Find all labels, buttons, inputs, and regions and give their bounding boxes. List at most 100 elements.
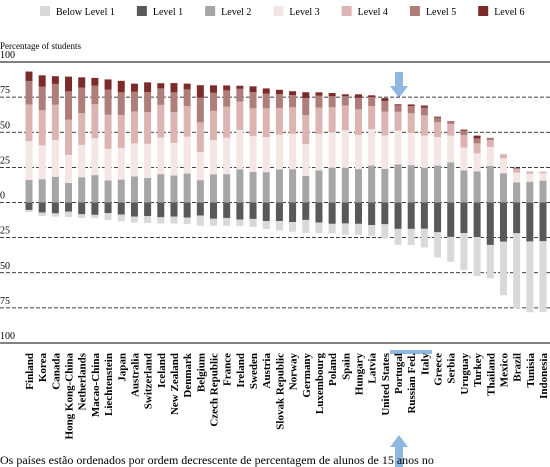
bar-segment: [486, 165, 494, 203]
bar-segment: [407, 113, 415, 133]
bar-segment: [144, 82, 152, 93]
bar-segment: [460, 129, 468, 131]
y-axis-label: Percentage of students: [0, 41, 81, 51]
bar-segment: [289, 95, 297, 108]
bar-segment: [130, 83, 138, 92]
bar-segment: [236, 219, 244, 227]
bar-segment: [183, 217, 191, 225]
bar-segment: [249, 172, 257, 203]
bar-segment: [249, 202, 257, 219]
bar-segment: [473, 135, 481, 139]
bar-segment: [183, 173, 191, 203]
legend-label: Below Level 1: [56, 7, 115, 18]
bar-segment: [354, 202, 362, 224]
bar-segment: [196, 180, 204, 203]
legend-label: Level 6: [494, 7, 524, 18]
bar-segment: [526, 173, 534, 182]
bar-segment: [262, 93, 270, 109]
bar-segment: [539, 180, 547, 203]
bar-segment: [210, 110, 218, 141]
bar-segment: [117, 179, 125, 203]
bar-segment: [157, 174, 165, 203]
bar-segment: [223, 174, 231, 203]
bar-segment: [354, 94, 362, 98]
x-tick-label: Luxembourg: [314, 353, 326, 415]
bar-segment: [210, 218, 218, 226]
x-tick-label: Netherlands: [77, 352, 89, 410]
bar-segment: [210, 174, 218, 203]
bar-segment: [499, 202, 507, 242]
bar-segment: [275, 107, 283, 135]
bar-segment: [223, 217, 231, 226]
x-tick-label: Sweden: [248, 353, 260, 389]
bar-segment: [38, 75, 46, 87]
bar-segment: [170, 142, 178, 176]
bar-segment: [104, 89, 112, 115]
bar-segment: [341, 167, 349, 203]
x-tick-label: Iceland: [156, 353, 168, 388]
bar-segment: [51, 83, 59, 105]
legend-label: Level 5: [426, 7, 456, 18]
bar-segment: [196, 202, 204, 216]
bar-segment: [91, 104, 99, 139]
y-tick-label: 0: [0, 191, 5, 202]
bar-segment: [275, 202, 283, 222]
bar-segment: [262, 108, 270, 138]
bar-segment: [170, 83, 178, 93]
bar-segment: [341, 105, 349, 131]
bar-segment: [407, 228, 415, 245]
bar-segment: [38, 86, 46, 111]
y-tick-label: 25: [0, 155, 10, 166]
x-tick-label: Italy: [419, 353, 431, 376]
bar-segment: [368, 225, 376, 236]
bar-segment: [434, 232, 442, 258]
bar-segment: [236, 101, 244, 131]
bar-segment: [315, 222, 323, 233]
x-tick-label: Russian Fed.: [406, 353, 418, 414]
bar-segment: [91, 77, 99, 86]
bar-segment: [381, 202, 389, 225]
bar-segment: [434, 122, 442, 138]
bar-segment: [91, 202, 99, 215]
bar-segment: [473, 202, 481, 238]
bar-segment: [328, 93, 336, 97]
bar-segment: [144, 92, 152, 113]
bar-segment: [420, 167, 428, 203]
bar-segment: [157, 104, 165, 138]
bar-segment: [223, 137, 231, 175]
bar-segment: [25, 202, 33, 210]
bar-segment: [91, 175, 99, 203]
bar-segment: [407, 105, 415, 114]
bar-segment: [460, 170, 468, 203]
bar-segment: [381, 224, 389, 239]
bar-segment: [249, 92, 257, 109]
bar-segment: [513, 182, 521, 203]
bar-segment: [170, 112, 178, 143]
bar-segment: [144, 177, 152, 203]
bar-segment: [328, 167, 336, 203]
bar-segment: [328, 202, 336, 224]
bar-segment: [104, 79, 112, 90]
bar-segment: [78, 144, 86, 178]
bar-segment: [394, 105, 402, 112]
legend-label: Level 1: [153, 7, 183, 18]
bar-segment: [434, 117, 442, 123]
bar-segment: [420, 107, 428, 116]
bar-segment: [447, 123, 455, 136]
bar-segment: [420, 228, 428, 248]
x-tick-label: Korea: [37, 353, 49, 383]
bar-segment: [328, 223, 336, 234]
bar-segment: [354, 223, 362, 235]
bar-segment: [341, 202, 349, 224]
y-tick-label: 75: [0, 85, 10, 96]
bar-segment: [354, 169, 362, 203]
bar-segment: [499, 173, 507, 203]
bar-segment: [25, 104, 33, 142]
x-tick-label: Thailand: [485, 353, 497, 396]
bar-segment: [249, 108, 257, 137]
x-tick-label: Indonesia: [538, 353, 550, 399]
bar-segment: [104, 213, 112, 220]
bar-segment: [526, 241, 534, 313]
bar-segment: [78, 202, 86, 215]
bar-segment: [51, 213, 59, 217]
